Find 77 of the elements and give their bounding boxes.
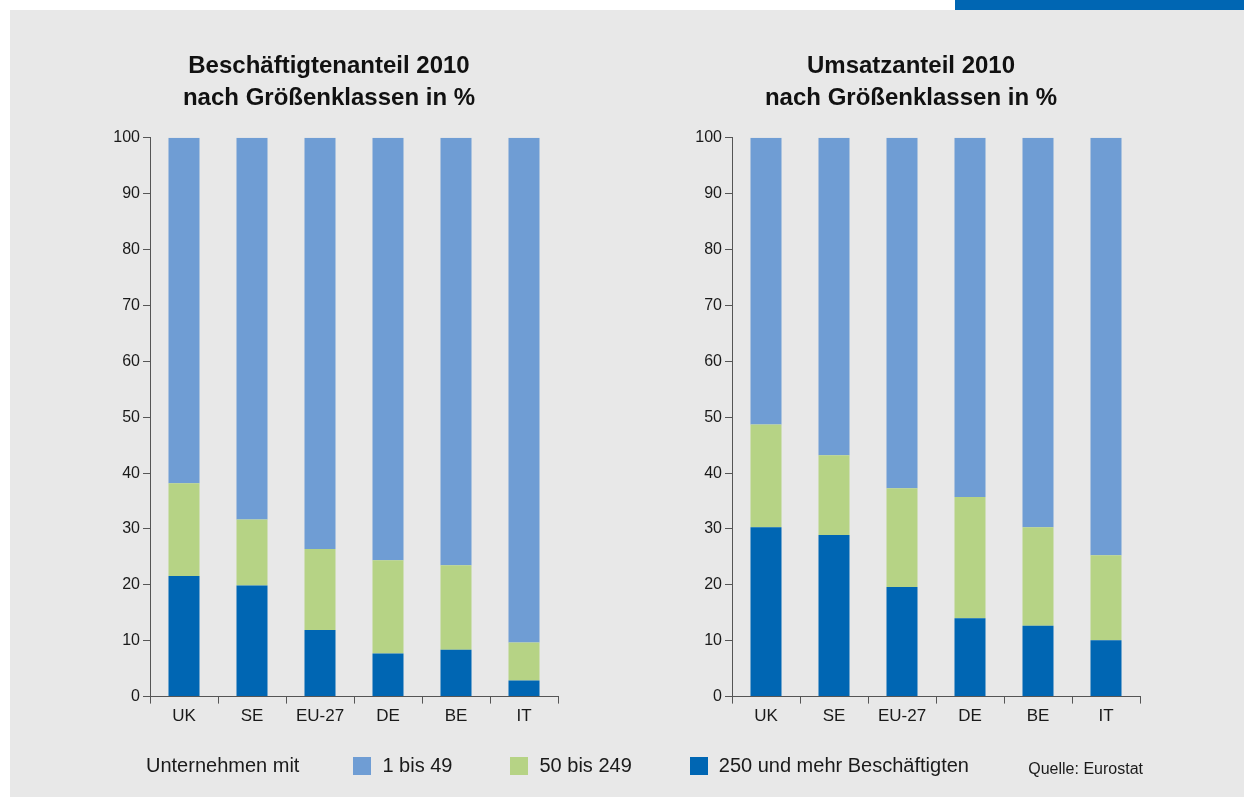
bar: [886, 137, 918, 489]
bar: [508, 642, 540, 681]
bar: [168, 575, 200, 697]
chart-title: Beschäftigtenanteil 2010 nach Größenklassen in %: [182, 50, 476, 110]
bar: [440, 649, 472, 697]
bar: [818, 455, 850, 536]
bar: [304, 549, 336, 631]
bar: [372, 560, 404, 654]
y-tick-label: 70: [122, 295, 141, 313]
source-note: Quelle: Eurostat: [1028, 760, 1143, 778]
y-tick-label: 30: [704, 519, 723, 537]
x-tick-label: SE: [822, 706, 846, 726]
x-tick-label: IT: [1098, 706, 1114, 726]
x-tick-label: DE: [376, 706, 400, 726]
y-tick-label: 100: [113, 128, 141, 146]
bar: [954, 497, 986, 619]
bar: [440, 137, 472, 566]
y-tick-label: 20: [704, 575, 723, 593]
legend-label: 250 und mehr Beschäftigten: [718, 754, 969, 777]
legend-title: Unternehmen mit: [146, 754, 300, 777]
y-tick-label: 0: [713, 687, 723, 705]
bar: [236, 137, 268, 520]
y-tick-label: 10: [122, 631, 141, 649]
y-tick-label: 50: [122, 407, 141, 425]
bar: [818, 137, 850, 456]
y-tick-label: 60: [704, 351, 723, 369]
x-tick-label: UK: [172, 706, 197, 726]
bar: [750, 137, 782, 425]
y-tick-label: 0: [131, 687, 141, 705]
y-tick-label: 70: [704, 295, 723, 313]
bar: [954, 137, 986, 498]
y-tick-label: 40: [704, 463, 723, 481]
bar: [1090, 555, 1122, 641]
bar: [750, 527, 782, 697]
legend-label: 50 bis 249: [539, 754, 632, 777]
y-tick-label: 40: [122, 463, 141, 481]
x-tick-label: EU-27: [295, 706, 345, 726]
x-tick-label: EU-27: [877, 706, 927, 726]
bar: [1022, 625, 1054, 697]
bar: [236, 585, 268, 697]
bar: [304, 137, 336, 550]
y-tick-label: 50: [704, 407, 723, 425]
y-tick-label: 10: [704, 631, 723, 649]
x-tick-label: UK: [754, 706, 779, 726]
x-tick-label: DE: [958, 706, 982, 726]
bar: [304, 630, 336, 697]
bar: [886, 587, 918, 697]
x-tick-label: IT: [516, 706, 532, 726]
bar: [954, 618, 986, 697]
x-tick-label: SE: [240, 706, 264, 726]
bar: [818, 535, 850, 697]
y-tick-label: 30: [122, 519, 141, 537]
bar: [372, 137, 404, 561]
y-tick-label: 20: [122, 575, 141, 593]
bar: [508, 680, 540, 697]
y-tick-label: 90: [704, 184, 723, 202]
bar: [236, 519, 268, 586]
chart-title: Umsatzanteil 2010 nach Größenklassen in %: [764, 50, 1058, 110]
bar: [372, 653, 404, 697]
bar: [168, 137, 200, 484]
bar: [750, 424, 782, 528]
y-tick-label: 90: [122, 184, 141, 202]
legend-label: 1 bis 49: [382, 754, 453, 777]
x-tick-label: BE: [444, 706, 468, 726]
bar: [440, 565, 472, 650]
y-tick-label: 80: [704, 240, 723, 257]
y-tick-label: 100: [695, 128, 723, 146]
bar: [168, 483, 200, 576]
bar: [508, 137, 540, 643]
bar: [1090, 640, 1122, 697]
y-tick-label: 80: [122, 240, 141, 257]
y-tick-label: 60: [122, 351, 141, 369]
bar: [1090, 137, 1122, 556]
bar: [1022, 137, 1054, 528]
x-tick-label: BE: [1026, 706, 1050, 726]
bar: [886, 488, 918, 588]
bar: [1022, 527, 1054, 626]
